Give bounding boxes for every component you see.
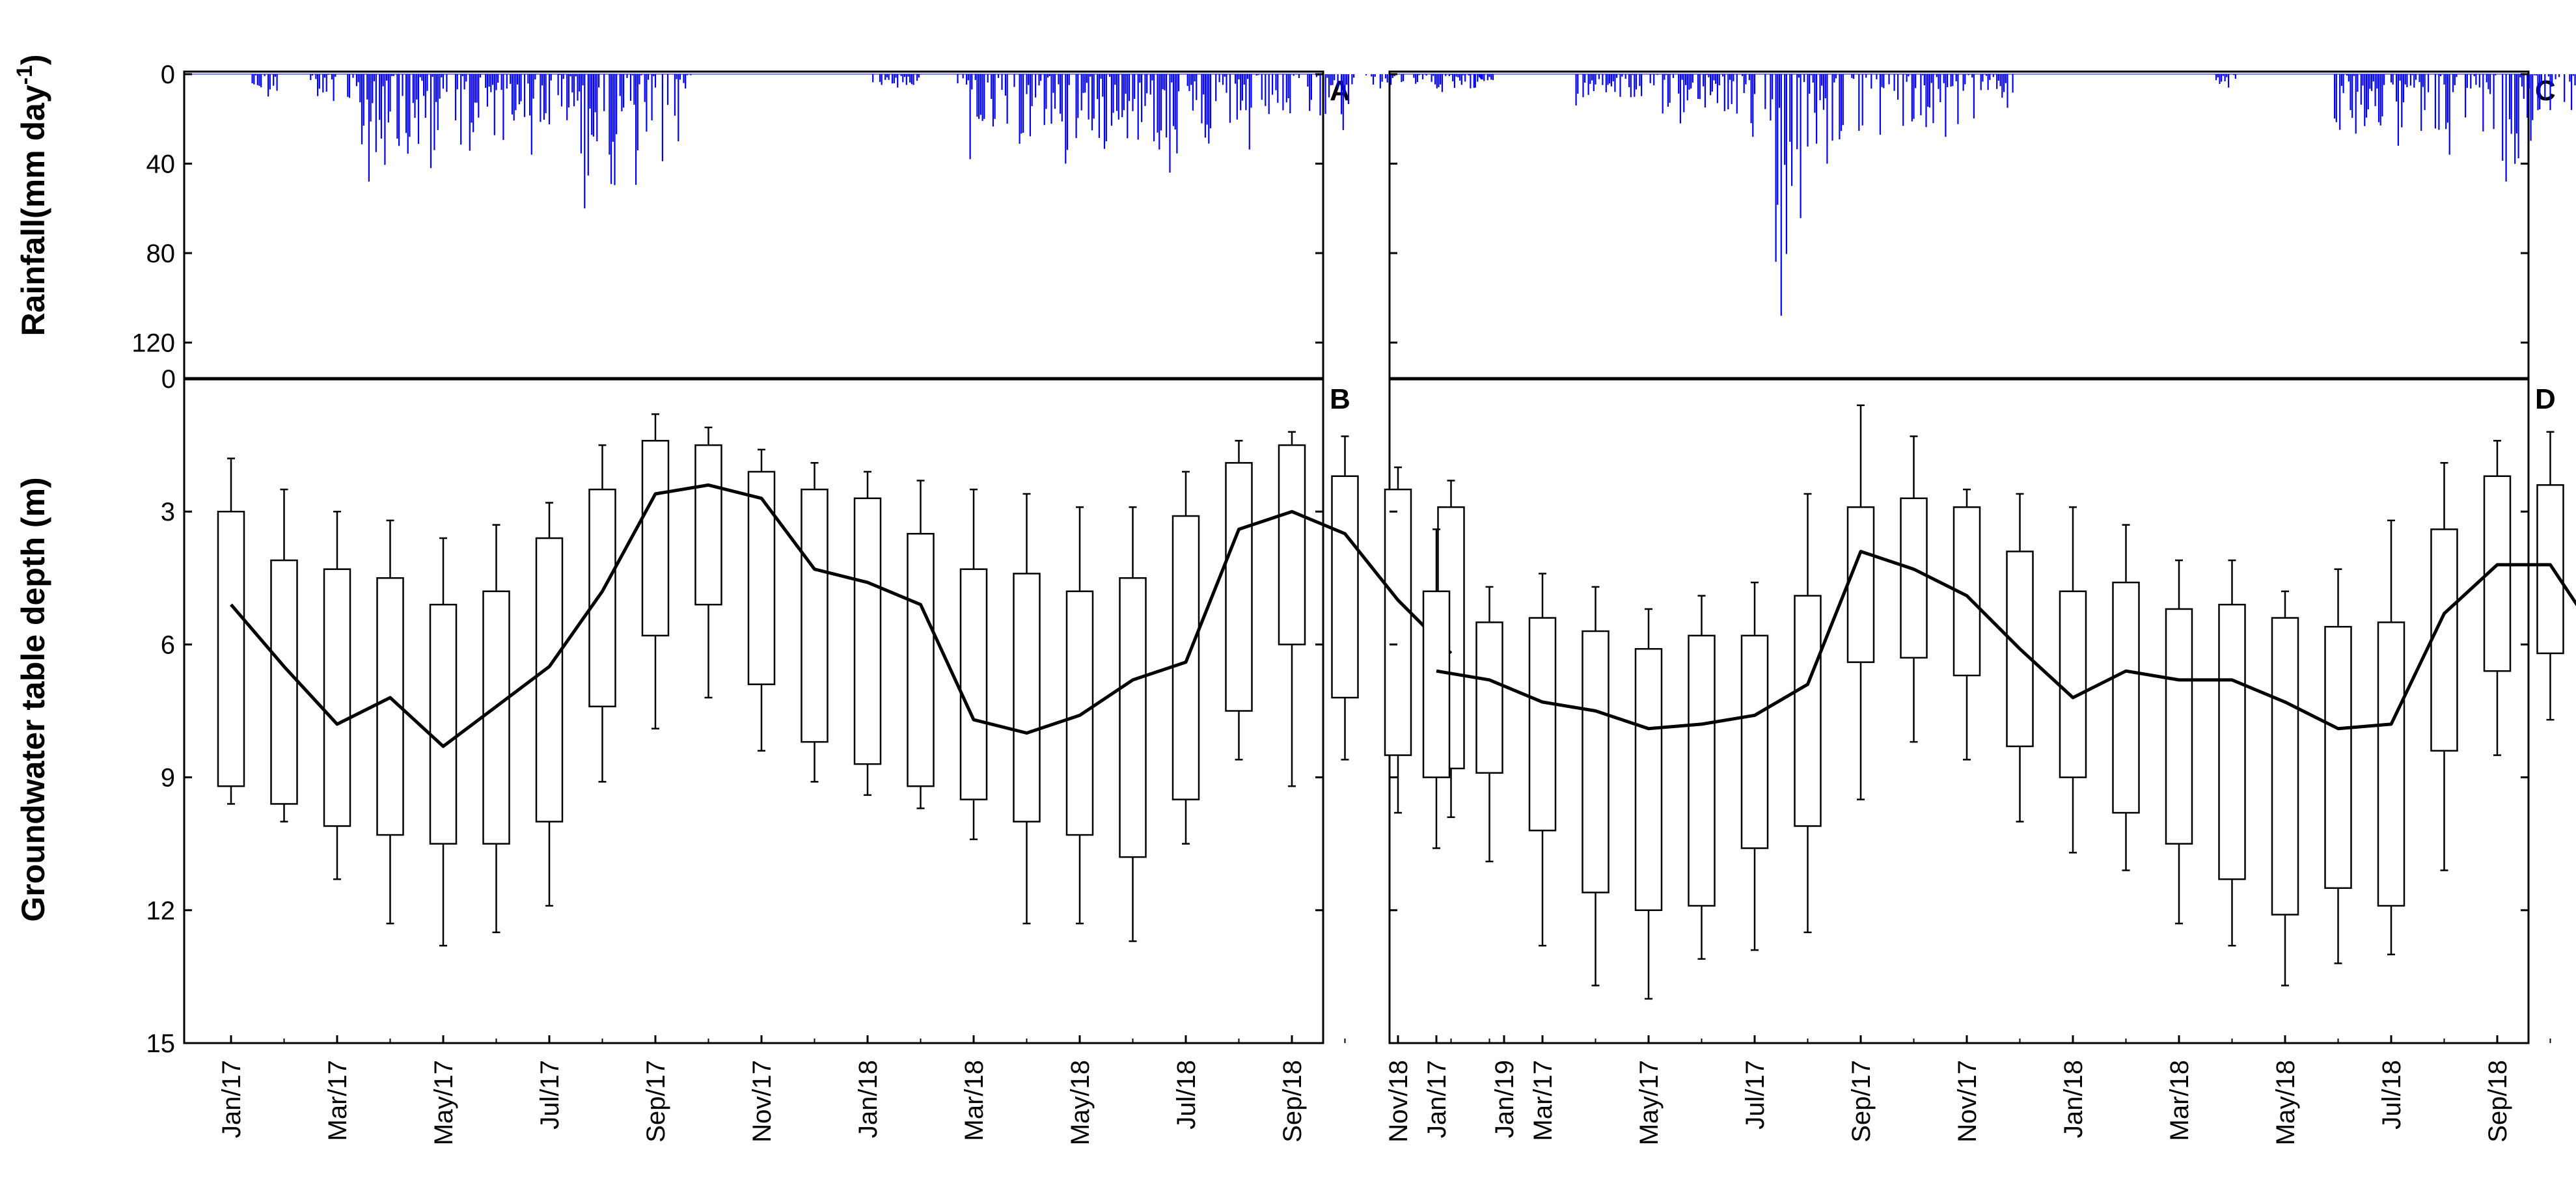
box: [429, 603, 458, 845]
rain-ytick-label: 120: [131, 329, 175, 357]
rainfall-bars-a: [184, 74, 1482, 209]
rain-ytick-label: 80: [146, 239, 176, 268]
x-tick-label: Jul/18: [2377, 1060, 2406, 1130]
gw-ytick-label: 3: [161, 498, 175, 526]
box: [270, 559, 298, 805]
box: [2536, 484, 2564, 655]
box: [1384, 488, 1412, 756]
box: [2165, 608, 2193, 845]
x-tick-label: Sep/17: [642, 1060, 670, 1143]
panel-letter-d: D: [2535, 383, 2556, 415]
rainfall-axis-label: Rainfall(mm day-1): [12, 54, 51, 336]
box: [1225, 462, 1253, 712]
left-plot-frame: [183, 70, 1324, 1044]
rainfall-axis-label-end: ): [15, 54, 51, 65]
x-tick-label: May/17: [1635, 1060, 1664, 1145]
boxplots-d: [1422, 404, 2576, 1000]
box: [2430, 528, 2458, 752]
x-tick-label: Nov/17: [748, 1060, 776, 1143]
x-tick-label: Mar/18: [960, 1060, 989, 1141]
x-tick-label: May/18: [2271, 1060, 2300, 1145]
x-tick-label: Jan/19: [1490, 1060, 1519, 1138]
x-tick-label: Sep/17: [1847, 1060, 1876, 1143]
box: [1119, 577, 1147, 858]
rainfall-bars-c: [1390, 74, 2576, 316]
x-tick-label: Jul/18: [1172, 1060, 1201, 1130]
x-tick-label: Jan/18: [2059, 1060, 2088, 1138]
box: [2324, 625, 2352, 890]
median-line: [230, 483, 1453, 748]
median-line: [1436, 550, 2576, 731]
box: [482, 590, 510, 845]
box: [1688, 634, 1716, 907]
x-tick-label: May/17: [430, 1060, 458, 1145]
box: [1794, 595, 1822, 827]
groundwater-yticks-d: [1390, 510, 2528, 1044]
rain-ytick-label: 40: [146, 150, 176, 178]
box: [1065, 590, 1094, 836]
rain-bottom-zero-label: 0: [161, 365, 176, 394]
box: [1331, 475, 1359, 699]
rainfall-yticks-a: 0 40 80 120: [131, 61, 1323, 357]
rain-ytick-label: 0: [161, 61, 175, 89]
x-tick-label: Jan/17: [1423, 1060, 1451, 1138]
box: [853, 497, 882, 765]
gw-ytick-label: 6: [161, 631, 175, 659]
groundwater-yticks-b: 3 6 9 12 15: [146, 498, 1323, 1058]
box: [588, 488, 616, 707]
box: [1846, 506, 1875, 663]
box: [1740, 634, 1769, 849]
box: [2271, 617, 2299, 916]
box: [1013, 573, 1041, 822]
box: [747, 470, 776, 685]
box: [1172, 515, 1200, 800]
x-tick-label: Mar/17: [323, 1060, 352, 1141]
box: [1422, 590, 1451, 778]
x-tick-label: Sep/18: [1278, 1060, 1307, 1143]
box: [1634, 647, 1663, 912]
x-tick-label: Jul/17: [536, 1060, 564, 1130]
month-axis-d: Jan/17 Mar/17 May/17 Jul/17 Sep/17 Nov/17 Jan/…: [1423, 1035, 2551, 1145]
gw-ytick-label: 15: [146, 1029, 176, 1058]
x-tick-label: Jan/17: [217, 1060, 246, 1138]
box: [2377, 621, 2405, 907]
month-axis-b: Jan/17 Mar/17 May/17 Jul/17 Sep/17 Nov/17 Jan/…: [217, 1035, 1519, 1145]
panel-letter-b: B: [1330, 383, 1350, 415]
box: [1582, 630, 1610, 893]
x-tick-label: Nov/17: [1953, 1060, 1982, 1143]
x-tick-label: Mar/18: [2165, 1060, 2194, 1141]
box: [2059, 590, 2087, 778]
x-tick-label: Jan/18: [854, 1060, 883, 1138]
box: [641, 440, 670, 637]
box: [1278, 444, 1306, 646]
box: [907, 532, 935, 787]
x-tick-label: May/18: [1066, 1060, 1095, 1145]
box: [217, 510, 245, 787]
gw-ytick-label: 9: [161, 764, 175, 793]
rainfall-axis-label-main: Rainfall(mm day: [15, 85, 51, 336]
x-tick-label: Nov/18: [1384, 1060, 1413, 1143]
box: [1528, 617, 1557, 832]
box: [801, 488, 829, 743]
box: [1900, 497, 1928, 659]
x-tick-label: Sep/18: [2484, 1060, 2512, 1143]
box: [535, 537, 564, 822]
box: [1475, 621, 1503, 774]
x-tick-label: Mar/17: [1529, 1060, 1557, 1141]
groundwater-axis-label: Groundwater table depth (m): [15, 477, 51, 921]
rainfall-axis-label-sup: -1: [12, 65, 37, 85]
boxplots-b: [217, 413, 1465, 947]
gw-ytick-label: 12: [146, 897, 176, 925]
box: [694, 444, 722, 606]
box: [959, 568, 988, 800]
box: [2112, 581, 2140, 814]
box: [323, 568, 351, 827]
rainfall-yticks-c: [1390, 73, 2528, 344]
box: [2218, 603, 2246, 880]
x-tick-label: Jul/17: [1741, 1060, 1770, 1130]
